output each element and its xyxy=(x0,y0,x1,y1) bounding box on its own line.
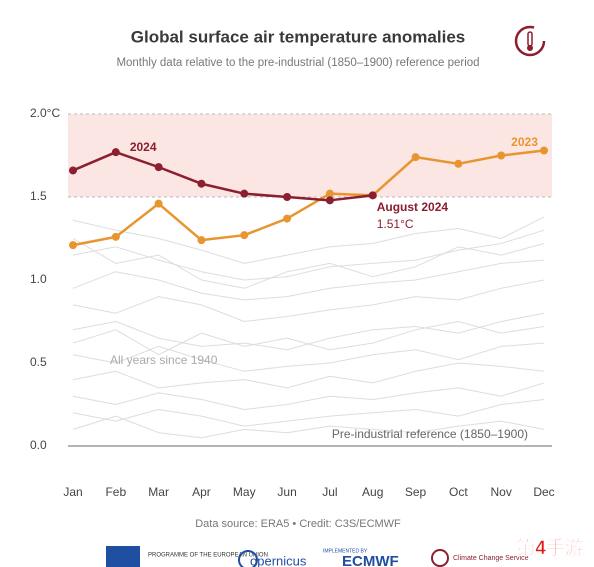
y-tick-label: 0.0 xyxy=(30,438,47,452)
copernicus-text: opernicus xyxy=(250,553,307,567)
background-line xyxy=(72,229,545,281)
point xyxy=(325,189,334,198)
background-line xyxy=(72,382,545,410)
point xyxy=(154,199,163,208)
background-line xyxy=(72,279,545,322)
chart-subtitle: Monthly data relative to the pre-industr… xyxy=(116,57,479,69)
point xyxy=(154,163,163,172)
background-line xyxy=(72,259,545,301)
annotation: 1.51°C xyxy=(377,217,414,231)
annotation: All years since 1940 xyxy=(110,353,218,367)
y-tick-label: 1.0 xyxy=(30,272,47,286)
point xyxy=(540,146,548,155)
point xyxy=(325,196,334,205)
background-line xyxy=(72,362,545,389)
point xyxy=(69,166,77,175)
x-tick-label: May xyxy=(233,485,256,499)
source: Data source: ERA5 • Credit: C3S/ECMWF xyxy=(195,518,401,530)
watermark: 第4手游 xyxy=(516,536,584,559)
x-tick-label: Oct xyxy=(449,485,468,499)
ecmwf-text: ECMWF xyxy=(342,553,399,567)
x-tick-label: Dec xyxy=(533,485,554,499)
point xyxy=(197,236,206,245)
point xyxy=(240,189,249,198)
y-tick-label: 1.5 xyxy=(30,189,47,203)
c3s-text: Climate Change Service xyxy=(453,555,529,562)
point xyxy=(111,148,120,157)
point xyxy=(283,193,292,201)
highlight-band xyxy=(68,114,552,197)
x-tick-label: Jun xyxy=(277,485,296,499)
background-line xyxy=(72,399,545,427)
background-line xyxy=(72,238,545,289)
chart-title: Global surface air temperature anomalies xyxy=(131,27,465,46)
eu-text: PROGRAMME OF THE EUROPEAN UNION xyxy=(148,553,268,559)
point xyxy=(69,241,77,250)
x-tick-label: Aug xyxy=(362,485,383,499)
y-tick-label: 0.5 xyxy=(30,355,47,369)
annotation: August 2024 xyxy=(377,200,449,214)
x-tick-label: Sep xyxy=(405,485,427,499)
implemented-text: IMPLEMENTED BY xyxy=(323,548,368,554)
annotation: 2023 xyxy=(511,135,538,149)
point xyxy=(240,231,249,240)
background-line xyxy=(72,415,545,439)
eu-flag xyxy=(106,546,140,567)
series-line xyxy=(72,150,373,202)
background-line xyxy=(72,321,545,356)
background-line xyxy=(72,342,545,372)
x-tick-label: Jul xyxy=(322,485,337,499)
background-line xyxy=(72,216,545,264)
x-tick-label: Mar xyxy=(148,485,169,499)
point xyxy=(368,191,377,200)
x-tick-label: Apr xyxy=(192,485,211,499)
point xyxy=(411,153,420,162)
point xyxy=(497,151,506,160)
point xyxy=(454,159,463,168)
copernicus-logo xyxy=(238,550,258,567)
series-line xyxy=(72,149,545,247)
y-tick-label: 2.0°C xyxy=(30,106,60,120)
x-tick-label: Feb xyxy=(105,485,126,499)
x-tick-label: Jan xyxy=(63,485,82,499)
point xyxy=(283,214,292,223)
annotation: 2024 xyxy=(130,140,157,154)
point xyxy=(111,232,120,241)
c3s-logo xyxy=(431,549,449,567)
logo-icon xyxy=(514,25,546,57)
footer: PROGRAMME OF THE EUROPEAN UNION opernicu… xyxy=(106,536,584,567)
annotation: Pre-industrial reference (1850–1900) xyxy=(332,427,528,441)
point xyxy=(197,179,206,188)
x-tick-label: Nov xyxy=(491,485,512,499)
